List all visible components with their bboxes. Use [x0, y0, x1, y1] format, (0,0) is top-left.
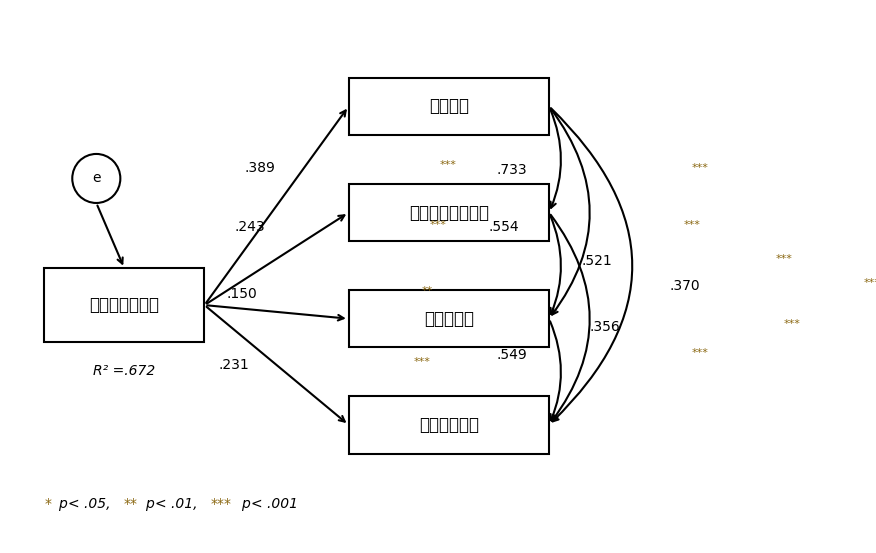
FancyBboxPatch shape	[349, 397, 549, 453]
Text: < .01,: < .01,	[155, 497, 198, 511]
Text: **: **	[421, 286, 433, 296]
Text: .356: .356	[589, 320, 620, 333]
Text: < .05,: < .05,	[68, 497, 110, 511]
Text: .370: .370	[669, 279, 700, 293]
Text: p: p	[145, 497, 153, 511]
Text: ***: ***	[692, 163, 709, 173]
Text: ***: ***	[864, 278, 876, 288]
Text: あたたかさ: あたたかさ	[424, 310, 474, 328]
FancyBboxPatch shape	[349, 290, 549, 347]
Text: ***: ***	[692, 348, 709, 358]
Text: *: *	[44, 497, 51, 511]
Text: p: p	[241, 497, 250, 511]
Text: ***: ***	[776, 253, 793, 264]
Text: 幅（サイズ）: 幅（サイズ）	[419, 416, 479, 434]
FancyBboxPatch shape	[349, 184, 549, 241]
Text: ***: ***	[683, 220, 701, 229]
Text: 弾力性（反発力）: 弾力性（反発力）	[409, 204, 489, 222]
Text: .733: .733	[497, 163, 527, 178]
Text: e: e	[92, 171, 101, 185]
Text: ***: ***	[439, 160, 456, 170]
Text: .243: .243	[235, 221, 265, 234]
Text: R² =.672: R² =.672	[93, 364, 155, 378]
Text: ***: ***	[210, 497, 231, 511]
Text: p: p	[58, 497, 67, 511]
Text: 沈み込み: 沈み込み	[429, 97, 469, 115]
FancyBboxPatch shape	[44, 268, 204, 342]
Text: **: **	[124, 497, 138, 511]
Text: .389: .389	[244, 160, 275, 175]
Ellipse shape	[73, 154, 120, 203]
FancyBboxPatch shape	[349, 78, 549, 135]
Text: .150: .150	[227, 287, 258, 301]
Text: .231: .231	[219, 358, 250, 372]
Text: ***: ***	[413, 357, 430, 367]
Text: .521: .521	[581, 254, 611, 268]
Text: < .001: < .001	[251, 497, 298, 511]
Text: 全体的な寡心地: 全体的な寡心地	[89, 296, 159, 314]
Text: .549: .549	[497, 348, 527, 362]
Text: .554: .554	[489, 221, 519, 234]
Text: ***: ***	[784, 319, 801, 329]
Text: ***: ***	[429, 220, 447, 229]
